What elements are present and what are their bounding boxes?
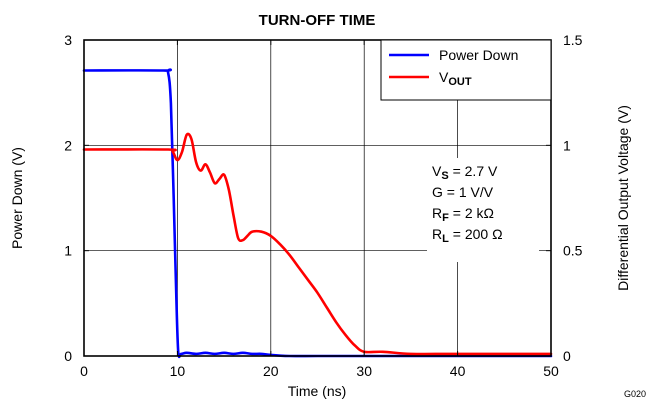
- y-left-tick-label: 1: [64, 243, 72, 259]
- y-left-tick-label: 3: [64, 32, 72, 48]
- x-tick-label: 0: [80, 363, 88, 379]
- figure-id: G020: [624, 389, 646, 399]
- y-left-tick-label: 0: [64, 348, 72, 364]
- y-right-tick-labels: 0 0.5 1 1.5: [563, 32, 583, 364]
- y-left-tick-label: 2: [64, 137, 72, 153]
- chart-title: TURN-OFF TIME: [259, 12, 376, 29]
- y-right-tick-label: 0.5: [563, 243, 583, 259]
- legend-entry: Power Down: [439, 47, 518, 63]
- series-line-v-out: [82, 132, 553, 356]
- y-axis-label-left: Power Down (V): [9, 147, 25, 249]
- plot-frame: [83, 39, 552, 357]
- x-tick-label: 30: [356, 363, 372, 379]
- y-left-tick-labels: 0 1 2 3: [64, 32, 72, 364]
- y-right-tick-label: 1.5: [563, 32, 583, 48]
- y-axis-label-right: Differential Output Voltage (V): [615, 105, 631, 291]
- y-right-tick-label: 0: [563, 348, 571, 364]
- annotation-line: G = 1 V/V: [432, 184, 494, 200]
- x-tick-label: 20: [263, 363, 279, 379]
- annotation-line: VS = 2.7 V: [432, 163, 498, 182]
- x-tick-label: 40: [450, 363, 466, 379]
- x-tick-label: 50: [543, 363, 559, 379]
- annotation-line: RL = 200 Ω: [432, 226, 503, 245]
- legend-box: [380, 39, 552, 101]
- y-right-tick-label: 1: [563, 137, 571, 153]
- annotation-background: [427, 158, 539, 262]
- x-axis-label: Time (ns): [288, 383, 347, 399]
- x-tick-labels: 0 10 20 30 40 50: [80, 363, 559, 379]
- x-tick-label: 10: [170, 363, 186, 379]
